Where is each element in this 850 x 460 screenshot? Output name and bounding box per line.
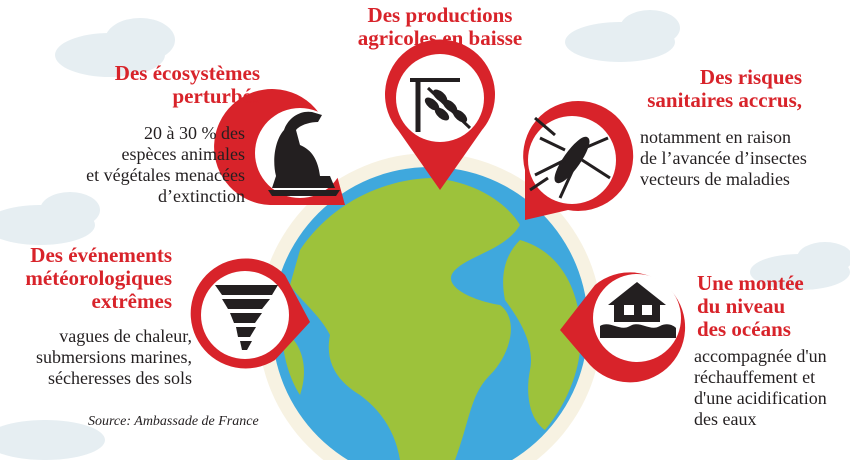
title-line: Une montée bbox=[697, 271, 804, 295]
flooded-house-icon bbox=[600, 282, 676, 338]
body-line: de l’avancée d’insectes bbox=[640, 148, 807, 168]
body-line: réchauffement et bbox=[694, 367, 816, 387]
body-line: vecteurs de maladies bbox=[640, 169, 790, 189]
title-line: agricoles en baisse bbox=[357, 26, 523, 50]
globe-icon bbox=[272, 167, 588, 460]
body-line: vagues de chaleur, bbox=[59, 326, 192, 346]
health-text: notamment en raison de l’avancée d’insec… bbox=[640, 127, 840, 190]
ocean-title: Une montée du niveau des océans bbox=[697, 272, 847, 341]
title-line: des océans bbox=[697, 317, 791, 341]
title-line: perturbés bbox=[172, 84, 261, 108]
ocean-text: accompagnée d'un réchauffement et d'une … bbox=[694, 346, 850, 430]
body-line: 20 à 30 % des bbox=[144, 123, 245, 143]
body-line: d’extinction bbox=[158, 186, 245, 206]
tornado-icon bbox=[215, 285, 278, 350]
body-line: accompagnée d'un bbox=[694, 346, 827, 366]
title-line: sanitaires accrus, bbox=[647, 88, 802, 112]
weather-text: vagues de chaleur, submersions marines, … bbox=[2, 326, 192, 389]
polar-bear-icon bbox=[268, 111, 340, 196]
title-line: Des risques bbox=[699, 65, 802, 89]
ecosystems-title: Des écosystèmes perturbés bbox=[80, 62, 260, 108]
weather-title: Des événements météorologiques extrêmes bbox=[2, 244, 172, 313]
mosquito-icon bbox=[529, 116, 611, 199]
body-line: notamment en raison bbox=[640, 127, 791, 147]
title-line: extrêmes bbox=[91, 289, 172, 313]
title-line: Des productions bbox=[367, 3, 513, 27]
title-line: Des événements bbox=[30, 243, 172, 267]
agriculture-title: Des productions agricoles en baisse bbox=[330, 4, 550, 50]
ecosystems-text: 20 à 30 % des espèces animales et végéta… bbox=[50, 123, 245, 207]
cloud-icon bbox=[0, 192, 100, 245]
body-line: et végétales menacées bbox=[86, 165, 245, 185]
source-credit: Source: Ambassade de France bbox=[88, 414, 259, 429]
cloud-icon bbox=[750, 242, 850, 290]
title-line: Des écosystèmes bbox=[114, 61, 260, 85]
cloud-icon bbox=[55, 18, 175, 77]
no-wheat-icon bbox=[410, 78, 472, 132]
title-line: météorologiques bbox=[25, 266, 172, 290]
title-line: du niveau bbox=[697, 294, 786, 318]
body-line: des eaux bbox=[694, 409, 757, 429]
health-title: Des risques sanitaires accrus, bbox=[600, 66, 802, 112]
body-line: espèces animales bbox=[121, 144, 245, 164]
cloud-icon bbox=[565, 10, 680, 62]
body-line: submersions marines, bbox=[36, 347, 192, 367]
body-line: d'une acidification bbox=[694, 388, 827, 408]
body-line: sécheresses des sols bbox=[48, 368, 192, 388]
cloud-icon bbox=[0, 420, 105, 460]
